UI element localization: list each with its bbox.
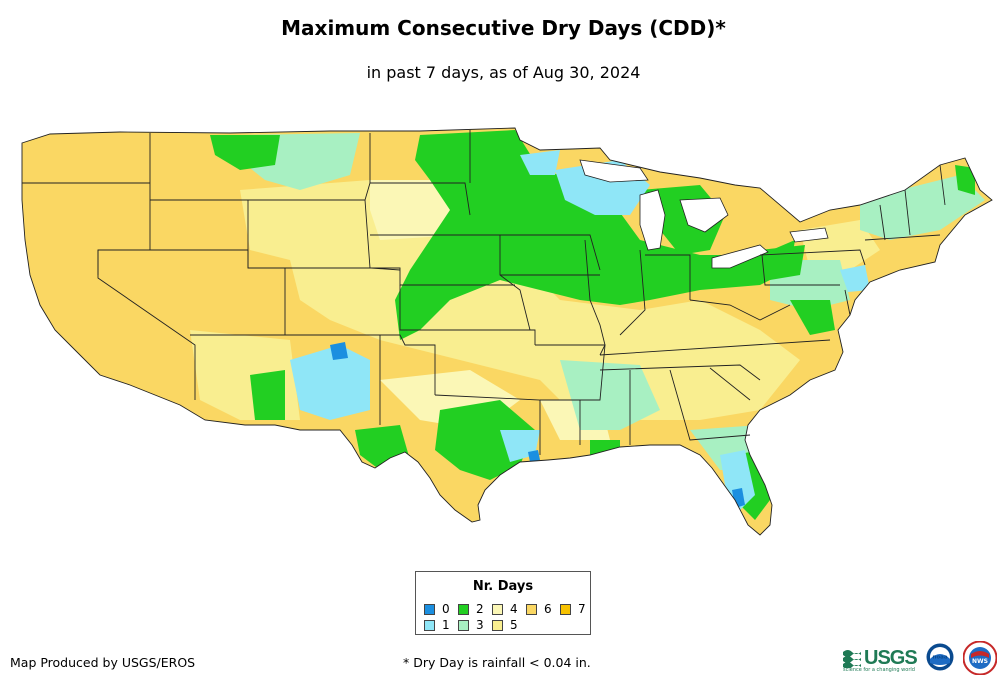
legend-item-2: 2	[458, 602, 484, 616]
dry-day-note: * Dry Day is rainfall < 0.04 in.	[403, 655, 591, 670]
nws-logo-icon: NWS	[963, 641, 997, 675]
legend-title: Nr. Days	[472, 579, 534, 594]
legend-swatch-1	[424, 619, 435, 631]
legend-swatch-5	[492, 619, 503, 631]
legend-item-3: 3	[458, 618, 484, 632]
legend-label-7: 7	[578, 602, 586, 616]
legend-label-5: 5	[510, 618, 518, 632]
credit-text: Map Produced by USGS/EROS	[10, 655, 196, 670]
legend-label-0: 0	[442, 602, 450, 616]
noaa-logo-icon: noaa	[926, 643, 954, 671]
usgs-tagline: science for a changing world	[843, 667, 915, 673]
legend-swatch-3	[458, 619, 469, 631]
legend-item-5: 5	[492, 618, 518, 632]
legend-label-6: 6	[544, 602, 552, 616]
noaa-label: noaa	[932, 655, 947, 661]
great-lakes	[579, 159, 829, 269]
us-cdd-map	[21, 127, 993, 536]
legend-swatch-4	[492, 603, 503, 615]
map-subtitle: in past 7 days, as of Aug 30, 2024	[366, 63, 641, 82]
legend-box: Nr. Days 0 1 2 3 4 5 6 7	[415, 571, 591, 635]
legend-label-3: 3	[476, 618, 484, 632]
map-title: Maximum Consecutive Dry Days (CDD)*	[281, 16, 726, 40]
legend-label-2: 2	[476, 602, 484, 616]
legend-swatch-0	[424, 603, 435, 615]
usgs-wordmark: USGS	[864, 646, 918, 669]
legend-swatch-2	[458, 603, 469, 615]
legend-item-6: 6	[526, 602, 552, 616]
nws-label: NWS	[972, 658, 988, 665]
legend-swatch-7	[560, 603, 571, 615]
legend-swatch-6	[526, 603, 537, 615]
legend-item-1: 1	[424, 618, 450, 632]
legend-label-4: 4	[510, 602, 518, 616]
state-borders	[21, 127, 993, 536]
legend-item-0: 0	[424, 602, 450, 616]
usgs-logo: USGS science for a changing world	[843, 645, 918, 673]
legend-item-4: 4	[492, 602, 518, 616]
usgs-wave-icon	[843, 650, 861, 668]
legend-label-1: 1	[442, 618, 450, 632]
legend-item-7: 7	[560, 602, 586, 616]
